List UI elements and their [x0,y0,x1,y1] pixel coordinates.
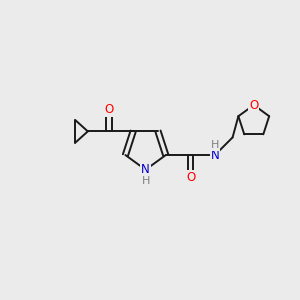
Text: H: H [211,140,219,150]
Text: H: H [141,176,150,186]
Text: O: O [249,98,258,112]
Text: N: N [141,163,150,176]
Text: O: O [104,103,114,116]
Text: N: N [211,148,219,162]
Text: O: O [186,171,195,184]
